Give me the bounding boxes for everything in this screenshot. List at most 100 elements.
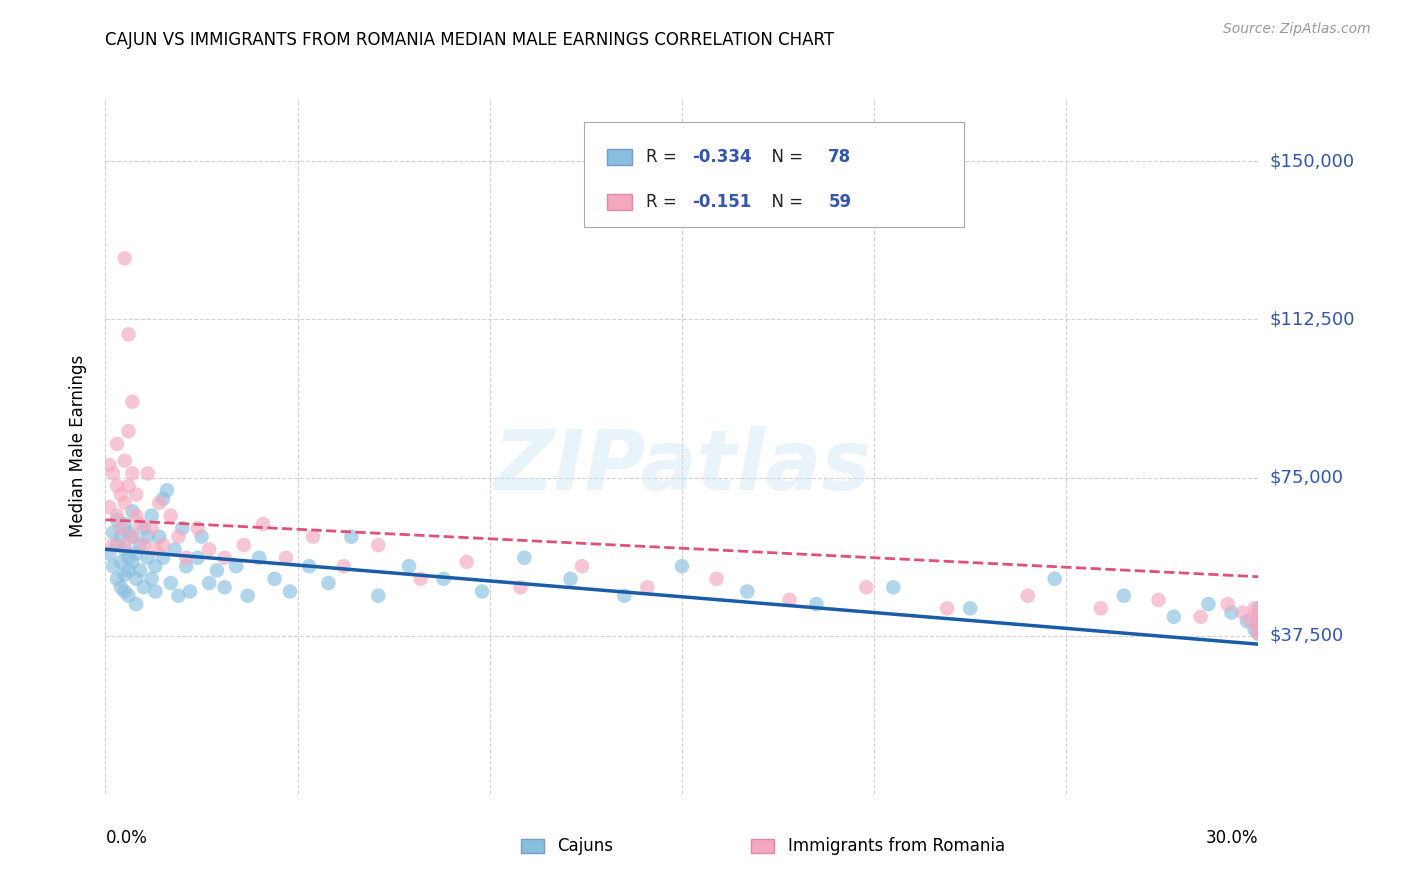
Point [671, 559, 693, 574]
Text: $75,000: $75,000 [1270, 468, 1344, 487]
Point [101, 525, 124, 540]
Point [145, 559, 167, 574]
Point [1236, 614, 1258, 628]
Point [121, 555, 143, 569]
Point [110, 580, 132, 594]
Point [132, 580, 155, 594]
Point [735, 584, 758, 599]
Point [167, 589, 190, 603]
Point [560, 572, 582, 586]
Point [136, 530, 159, 544]
Point [121, 530, 143, 544]
Text: -0.151: -0.151 [692, 193, 752, 211]
Point [114, 567, 136, 582]
Point [214, 580, 236, 594]
Point [302, 530, 325, 544]
Point [167, 530, 190, 544]
Point [117, 550, 139, 565]
Point [456, 555, 478, 569]
Point [98, 500, 121, 515]
Point [101, 559, 124, 574]
Text: Cajuns: Cajuns [557, 837, 613, 855]
Point [1147, 593, 1170, 607]
Point [1220, 606, 1243, 620]
Point [340, 530, 363, 544]
Point [1243, 623, 1265, 637]
Point [225, 559, 247, 574]
Point [1243, 601, 1265, 615]
Point [236, 589, 259, 603]
Point [121, 530, 143, 544]
Point [172, 521, 194, 535]
Text: N =: N = [762, 193, 808, 211]
Point [198, 542, 221, 557]
Text: N =: N = [762, 148, 808, 166]
Point [174, 550, 197, 565]
Point [129, 538, 152, 552]
Point [332, 559, 354, 574]
Point [125, 508, 148, 523]
Text: R =: R = [647, 148, 682, 166]
Text: -0.334: -0.334 [692, 148, 752, 166]
Point [148, 496, 170, 510]
Text: Immigrants from Romania: Immigrants from Romania [787, 837, 1005, 855]
Point [136, 550, 159, 565]
Point [198, 576, 221, 591]
Point [247, 550, 270, 565]
Text: ZIPatlas: ZIPatlas [494, 426, 870, 508]
Point [1043, 572, 1066, 586]
Point [706, 572, 728, 586]
Point [141, 521, 163, 535]
Point [1017, 589, 1039, 603]
Point [1247, 614, 1270, 628]
Point [1247, 623, 1270, 637]
Point [174, 559, 197, 574]
FancyBboxPatch shape [607, 194, 633, 210]
Point [1163, 609, 1185, 624]
Point [398, 559, 420, 574]
Point [367, 538, 389, 552]
Text: $112,500: $112,500 [1270, 310, 1355, 328]
Point [274, 550, 297, 565]
Point [187, 521, 209, 535]
Text: $37,500: $37,500 [1270, 627, 1344, 645]
Point [114, 454, 136, 468]
Point [263, 572, 285, 586]
Point [98, 458, 121, 472]
Point [114, 542, 136, 557]
Point [145, 584, 167, 599]
Point [132, 538, 155, 552]
Point [98, 547, 121, 561]
Point [205, 563, 228, 577]
Point [105, 479, 128, 493]
Point [105, 437, 128, 451]
Point [110, 555, 132, 569]
Point [513, 550, 536, 565]
Point [125, 572, 148, 586]
Y-axis label: Median Male Earnings: Median Male Earnings [69, 355, 87, 537]
Point [117, 479, 139, 493]
Point [117, 563, 139, 577]
Point [114, 584, 136, 599]
Point [141, 508, 163, 523]
Point [1197, 597, 1219, 611]
Point [1240, 614, 1263, 628]
Point [806, 597, 828, 611]
Point [129, 516, 152, 531]
Point [959, 601, 981, 615]
Point [159, 576, 181, 591]
Point [471, 584, 494, 599]
Point [114, 496, 136, 510]
Point [187, 550, 209, 565]
Point [252, 516, 274, 531]
FancyBboxPatch shape [520, 839, 544, 853]
Point [1247, 606, 1270, 620]
Point [110, 521, 132, 535]
Point [136, 467, 159, 481]
Point [117, 589, 139, 603]
Point [882, 580, 904, 594]
Point [1247, 618, 1270, 632]
Point [110, 530, 132, 544]
Text: R =: R = [647, 193, 688, 211]
Point [156, 483, 179, 498]
